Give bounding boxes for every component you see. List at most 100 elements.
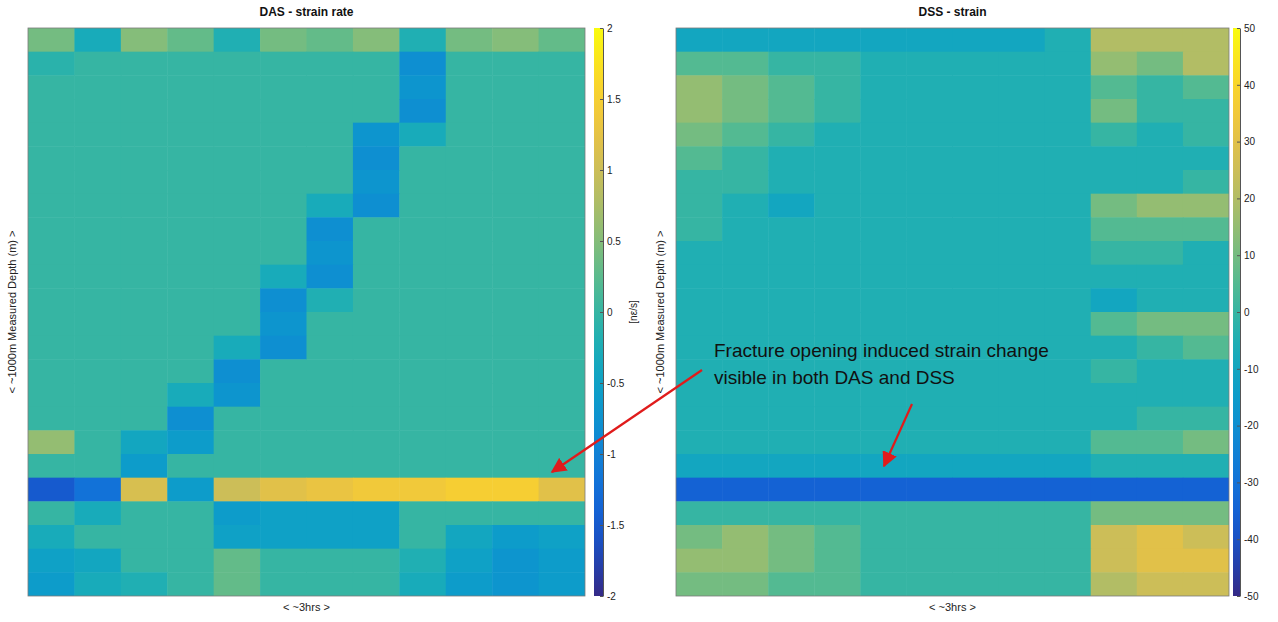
- heat-cell: [307, 194, 354, 218]
- heat-cell: [446, 194, 493, 218]
- heat-cell: [121, 312, 168, 336]
- color-bar: [594, 28, 603, 596]
- heat-cell: [260, 123, 307, 147]
- heat-cell: [1183, 336, 1229, 360]
- heat-cell: [953, 478, 1000, 502]
- heat-cell: [353, 170, 400, 194]
- heat-cell: [28, 217, 75, 241]
- heat-cell: [167, 454, 214, 478]
- heat-cell: [539, 359, 585, 383]
- panel: DAS - strain rate< ~3hrs >< ~1000m Measu…: [6, 5, 639, 613]
- heat-cell: [676, 454, 723, 478]
- heat-cell: [953, 312, 1000, 336]
- heat-cell: [167, 359, 214, 383]
- heat-cell: [814, 146, 861, 170]
- heat-cell: [121, 525, 168, 549]
- heat-cell: [768, 28, 815, 52]
- heat-cell: [167, 478, 214, 502]
- heat-cell: [307, 99, 354, 123]
- heat-cell: [1183, 525, 1229, 549]
- heat-cell: [446, 430, 493, 454]
- color-tick: -20: [1237, 420, 1259, 431]
- color-axis: -2-1.5-1-0.500.511.52: [600, 23, 625, 602]
- color-tick-label: -1: [607, 449, 616, 460]
- heat-cell: [260, 572, 307, 596]
- heat-cell: [28, 336, 75, 360]
- heat-cell: [1045, 194, 1092, 218]
- heat-cell: [446, 501, 493, 525]
- color-tick: -0.5: [600, 378, 625, 389]
- heat-cell: [722, 217, 769, 241]
- color-tick-label: -2: [607, 591, 616, 602]
- heat-cell: [446, 383, 493, 407]
- heat-cell: [1045, 430, 1092, 454]
- heat-cell: [307, 241, 354, 265]
- heat-cell: [492, 525, 539, 549]
- heat-cell: [260, 501, 307, 525]
- heat-cell: [676, 430, 723, 454]
- heat-cell: [539, 501, 585, 525]
- heat-cell: [676, 288, 723, 312]
- heat-cell: [906, 241, 953, 265]
- heat-cell: [214, 146, 261, 170]
- heat-cell: [539, 99, 585, 123]
- heat-cell: [860, 478, 907, 502]
- heat-cell: [492, 123, 539, 147]
- heat-cell: [1091, 572, 1138, 596]
- color-axis: -50-40-30-20-1001020304050: [1237, 23, 1259, 602]
- heat-cell: [399, 217, 446, 241]
- heat-cell: [676, 525, 723, 549]
- heat-cell: [214, 501, 261, 525]
- annotation-line: visible in both DAS and DSS: [714, 367, 955, 388]
- heat-cell: [1183, 407, 1229, 431]
- heat-cell: [768, 146, 815, 170]
- heat-cell: [953, 454, 1000, 478]
- heat-cell: [676, 123, 723, 147]
- heat-cell: [28, 478, 75, 502]
- color-tick-mark: [600, 99, 603, 100]
- heat-cell: [860, 99, 907, 123]
- color-tick: 2: [600, 23, 613, 34]
- heat-cell: [1091, 217, 1138, 241]
- heat-cell: [399, 265, 446, 289]
- heat-cell: [1183, 478, 1229, 502]
- heat-cell: [906, 454, 953, 478]
- heat-cell: [214, 312, 261, 336]
- heat-cell: [214, 430, 261, 454]
- heat-cell: [814, 478, 861, 502]
- heat-cell: [399, 359, 446, 383]
- heat-cell: [999, 501, 1046, 525]
- heat-cell: [260, 312, 307, 336]
- heat-cell: [999, 383, 1046, 407]
- heat-cell: [722, 170, 769, 194]
- heat-cell: [722, 430, 769, 454]
- panel: DSS - strain< ~3hrs >< ~1000m Measured D…: [654, 5, 1259, 613]
- heat-cell: [492, 478, 539, 502]
- heat-cell: [1183, 359, 1229, 383]
- heat-cell: [1137, 194, 1184, 218]
- heat-cell: [1091, 430, 1138, 454]
- heat-cell: [353, 549, 400, 573]
- heat-cell: [307, 478, 354, 502]
- color-tick-label: 20: [1244, 193, 1256, 204]
- heat-cell: [676, 75, 723, 99]
- heat-cell: [1137, 265, 1184, 289]
- heat-cell: [353, 123, 400, 147]
- heat-cell: [814, 217, 861, 241]
- color-bar: [1233, 28, 1240, 596]
- annotation-line: Fracture opening induced strain change: [714, 340, 1049, 361]
- heat-cell: [539, 75, 585, 99]
- heat-cell: [167, 241, 214, 265]
- heat-cell: [906, 288, 953, 312]
- heat-cell: [446, 407, 493, 431]
- heat-cell: [399, 288, 446, 312]
- heat-cell: [539, 288, 585, 312]
- heat-cell: [28, 241, 75, 265]
- heat-cell: [1137, 288, 1184, 312]
- heat-cell: [676, 265, 723, 289]
- heat-cell: [953, 549, 1000, 573]
- heat-cell: [722, 265, 769, 289]
- color-tick-mark: [1237, 369, 1240, 370]
- heat-cell: [121, 478, 168, 502]
- heat-cell: [28, 288, 75, 312]
